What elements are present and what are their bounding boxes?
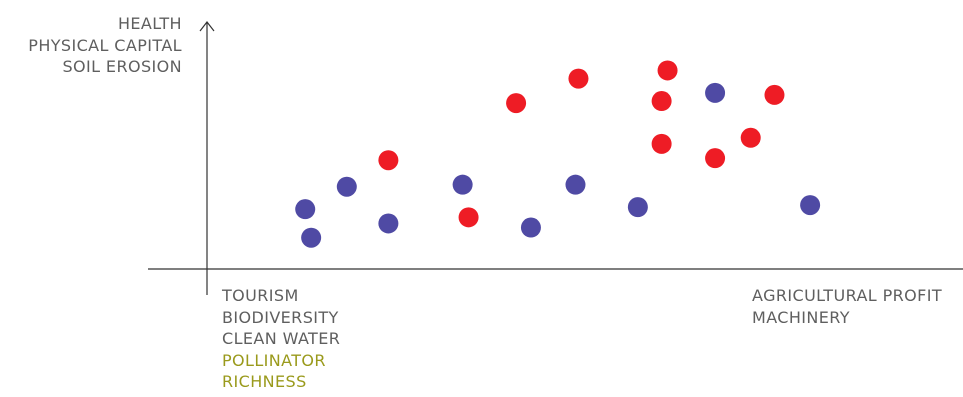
data-point	[520, 217, 541, 238]
axis-label-line: POLLINATOR	[222, 350, 326, 370]
data-point	[506, 93, 527, 114]
axis-label-line: RICHNESS	[222, 372, 307, 391]
data-points	[295, 60, 821, 248]
x-axis-label-left: TOURISM BIODIVERSITY CLEAN WATER POLLINATOR…	[222, 285, 340, 393]
data-point	[378, 150, 399, 171]
data-point	[657, 60, 678, 81]
data-point	[301, 227, 322, 248]
data-point	[764, 84, 785, 105]
axis-label-line: HEALTH	[117, 14, 182, 33]
axis-label-line: SOIL EROSION	[62, 57, 182, 76]
data-point	[568, 68, 589, 89]
data-point	[565, 174, 586, 195]
axis-label-line: AGRICULTURAL PROFIT	[752, 286, 943, 305]
data-point	[740, 127, 761, 148]
y-axis-label: HEALTH PHYSICAL CAPITAL SOIL EROSION	[28, 13, 182, 78]
axis-label-line: TOURISM	[222, 286, 299, 305]
data-point	[378, 213, 399, 234]
data-point	[458, 207, 479, 228]
data-point	[336, 176, 357, 197]
x-axis-label-right: AGRICULTURAL PROFIT MACHINERY	[752, 285, 942, 328]
axis-label-line: CLEAN WATER	[222, 329, 341, 348]
y-axis-arrowhead	[199, 21, 215, 32]
axis-label-line: PHYSICAL CAPITAL	[28, 35, 182, 55]
data-point	[705, 82, 726, 103]
data-point	[800, 195, 821, 216]
data-point	[627, 197, 648, 218]
axis-label-line: MACHINERY	[752, 307, 850, 327]
data-point	[705, 148, 726, 169]
data-point	[651, 91, 672, 112]
data-point	[651, 133, 672, 154]
data-point	[295, 199, 316, 220]
data-point	[452, 174, 473, 195]
axis-label-line: BIODIVERSITY	[222, 307, 339, 327]
